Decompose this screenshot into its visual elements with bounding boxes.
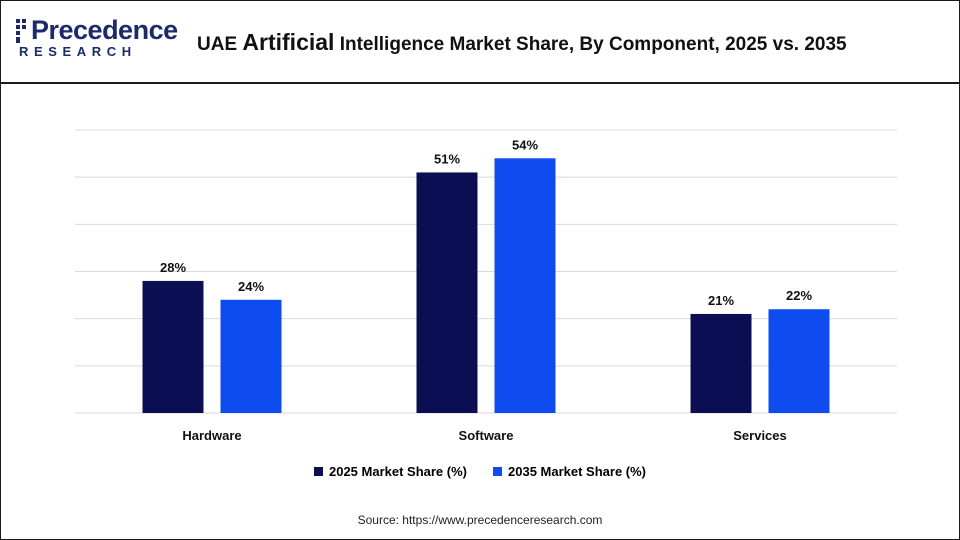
bar-hardware-2025 [142,280,204,413]
header: Precedence RESEARCH UAE Artificial Intel… [1,1,959,84]
legend-item-2035: 2035 Market Share (%) [493,464,646,479]
logo-subtitle: RESEARCH [19,44,137,59]
legend-label-2035: 2035 Market Share (%) [508,463,647,479]
legend-item-2025: 2025 Market Share (%) [313,463,467,479]
title-prefix: UAE [197,34,243,55]
source-note: Source: https://www.precedenceresearch.c… [357,513,603,527]
category-label-software: Software [459,428,514,443]
data-label-software-2025: 51% [434,151,460,166]
legend-label-2025: 2025 Market Share (%) [328,463,467,479]
data-label-software-2035: 54% [512,137,538,152]
title-emphasis: Artificial [242,29,335,55]
category-label-hardware: Hardware [182,428,241,443]
bar-services-2025 [690,313,752,413]
data-label-hardware-2035: 24% [238,279,264,294]
logo-word: Precedence [31,15,178,45]
category-label-services: Services [733,428,787,443]
chart-title: UAE Artificial Intelligence Market Share… [197,28,847,59]
legend: 2025 Market Share (%) 2035 Market Share … [1,461,959,481]
legend-swatch-2025 [313,466,323,476]
legend-swatch-2035 [493,466,502,476]
logo-mark-icon [16,19,26,43]
bar-software-2025 [416,172,478,413]
bar-hardware-2035 [220,299,282,413]
data-label-services-2035: 22% [786,288,812,303]
brand-logo: Precedence RESEARCH [15,13,178,65]
bar-software-2035 [494,158,556,413]
data-label-services-2025: 21% [708,293,734,308]
bar-services-2035 [768,309,830,413]
title-suffix: Intelligence Market Share, By Component,… [334,34,847,55]
bar-chart: 28% 24% Hardware 51% 54% Software 21% 22% Servic… [75,129,897,443]
data-label-hardware-2025: 28% [160,260,186,275]
